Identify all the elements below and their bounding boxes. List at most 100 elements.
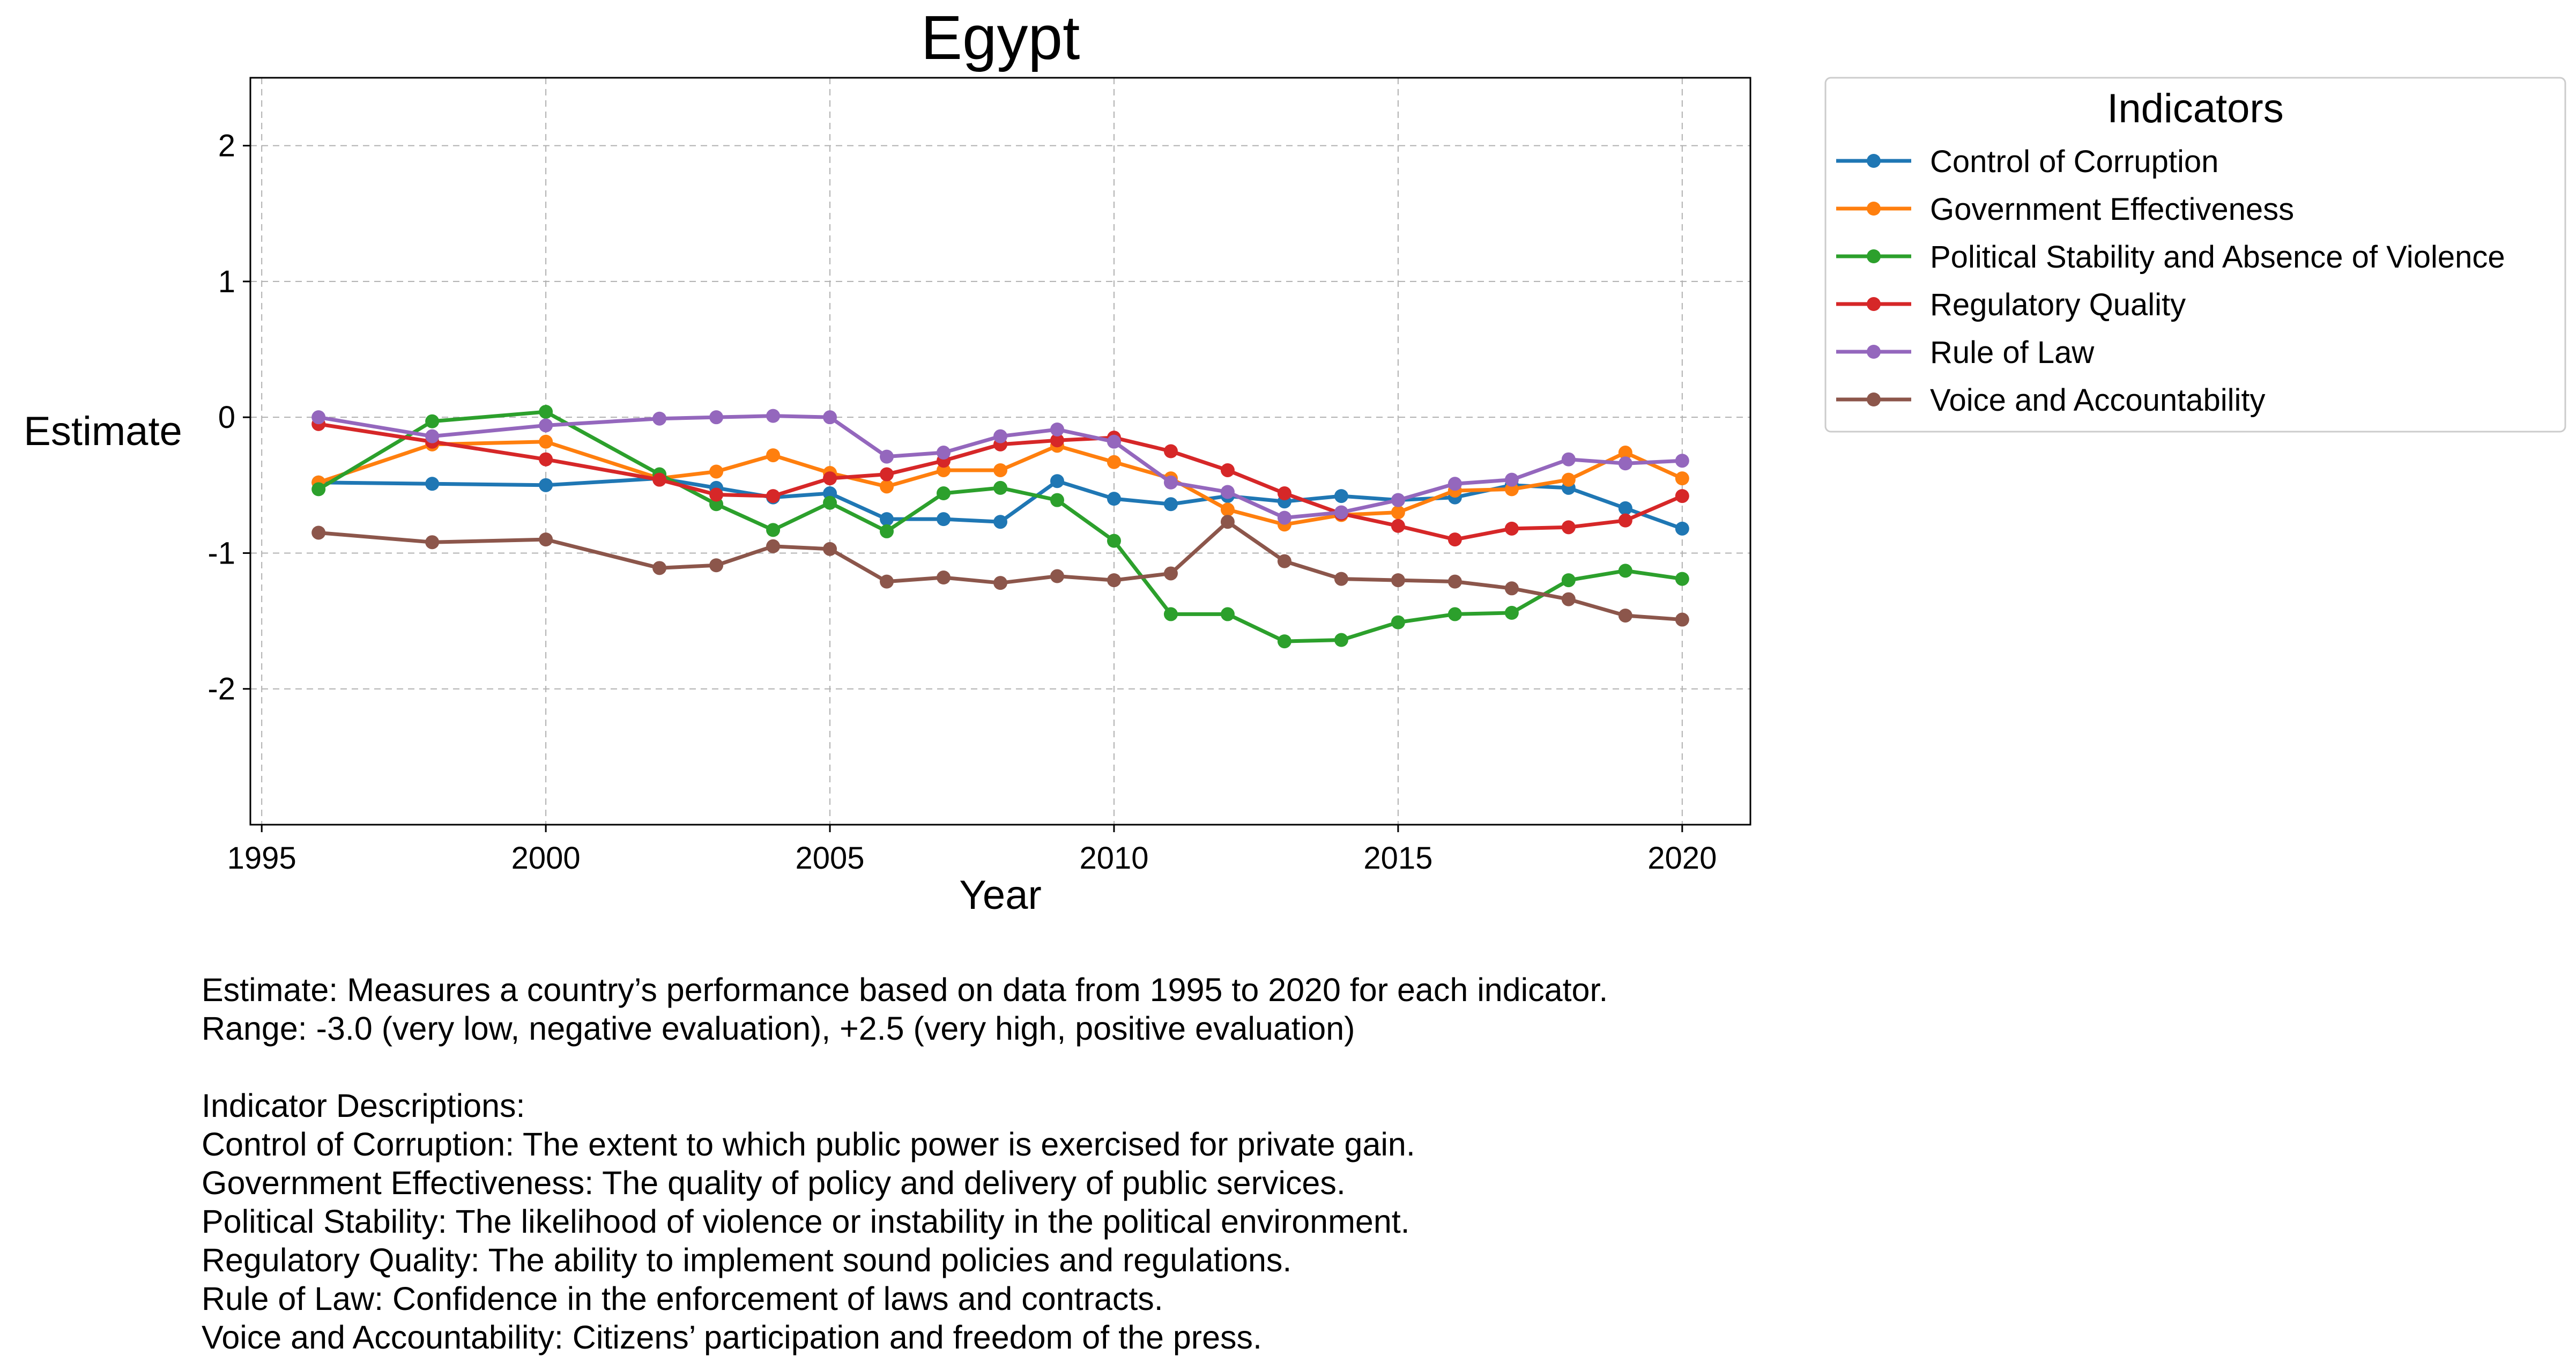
data-point [1107, 492, 1121, 506]
data-point [1618, 456, 1632, 471]
data-point [311, 525, 326, 540]
legend-label: Voice and Accountability [1930, 383, 2266, 418]
data-point [709, 410, 724, 425]
note-desc-voice: Voice and Accountability: Citizens’ part… [202, 1319, 1262, 1356]
data-point [1163, 607, 1178, 621]
data-point [1391, 519, 1405, 533]
data-point [1107, 434, 1121, 449]
data-point [823, 542, 837, 556]
x-tick-label: 2000 [511, 841, 581, 876]
data-point [1277, 510, 1291, 525]
data-point [1504, 605, 1519, 620]
data-point [1447, 574, 1462, 589]
line-chart: 1995 2000 2005 2010 2015 2020 -2 -1 0 1 2 Egypt Ye… [24, 3, 2566, 918]
data-point [1675, 489, 1689, 503]
data-point [1163, 566, 1178, 581]
data-point [1277, 554, 1291, 568]
data-point [1050, 433, 1064, 448]
note-descriptions-heading: Indicator Descriptions: [202, 1087, 525, 1124]
data-point [1334, 633, 1348, 647]
data-point [1050, 474, 1064, 488]
chart-title: Egypt [921, 3, 1080, 72]
data-point [823, 495, 837, 510]
data-point [539, 418, 553, 433]
data-point [1504, 521, 1519, 536]
legend-swatch-marker [1867, 249, 1881, 263]
data-point [880, 524, 894, 538]
series-line [318, 422, 1683, 542]
legend-title: Indicators [2107, 86, 2284, 131]
y-tick-label: 0 [218, 400, 235, 435]
data-point [1107, 534, 1121, 548]
series-line [318, 520, 1683, 622]
data-point [1050, 493, 1064, 507]
data-point [539, 532, 553, 547]
legend-label: Political Stability and Absence of Viole… [1930, 240, 2505, 275]
data-point [539, 452, 553, 466]
data-point [1107, 573, 1121, 588]
legend-label: Regulatory Quality [1930, 287, 2186, 322]
legend-item: Political Stability and Absence of Viole… [1836, 240, 2505, 275]
data-point [880, 449, 894, 464]
legend-item: Government Effectiveness [1836, 192, 2294, 227]
data-point [1675, 454, 1689, 468]
data-point [539, 434, 553, 449]
data-point [425, 477, 440, 491]
y-axis-label: Estimate [24, 409, 182, 454]
data-point [766, 409, 781, 423]
data-point [1334, 572, 1348, 586]
data-point [652, 411, 667, 426]
x-tick-label: 2010 [1079, 841, 1148, 876]
series-5 [311, 409, 1689, 525]
note-desc-effectiveness: Government Effectiveness: The quality of… [202, 1165, 1346, 1201]
data-point [1561, 573, 1576, 588]
data-point [1504, 581, 1519, 596]
series-line [317, 410, 1683, 643]
data-point [1220, 515, 1235, 529]
data-point [1447, 607, 1462, 621]
data-point [425, 414, 440, 428]
data-point [993, 429, 1007, 443]
data-point [766, 539, 781, 553]
series-line [318, 414, 1682, 520]
data-point [1220, 485, 1235, 499]
data-point [1447, 532, 1462, 547]
note-estimate: Estimate: Measures a country’s performan… [202, 972, 1608, 1008]
x-tick-label: 2015 [1363, 841, 1432, 876]
data-point [539, 478, 553, 492]
legend-swatch-marker [1867, 202, 1881, 216]
y-tick-label: 2 [218, 129, 235, 164]
legend-label: Rule of Law [1930, 335, 2095, 370]
data-point [1618, 513, 1632, 528]
chart-notes: Estimate: Measures a country’s performan… [202, 971, 1608, 1357]
data-point [1675, 521, 1689, 536]
y-tick-label: -1 [207, 536, 235, 571]
data-point [1504, 472, 1519, 487]
note-desc-rule-of-law: Rule of Law: Confidence in the enforceme… [202, 1280, 1163, 1317]
note-desc-regulatory: Regulatory Quality: The ability to imple… [202, 1242, 1292, 1278]
legend-swatch-marker [1867, 345, 1881, 359]
data-point [1163, 497, 1178, 512]
data-point [709, 487, 724, 502]
legend: Indicators Control of Corruption Governme… [1824, 77, 2566, 433]
data-point [937, 512, 951, 527]
data-point [1334, 505, 1348, 520]
data-point [1675, 612, 1689, 627]
legend-label: Government Effectiveness [1930, 192, 2294, 227]
x-tick-label: 1995 [227, 841, 296, 876]
data-point [1107, 455, 1121, 469]
data-point [1050, 569, 1064, 583]
data-point [652, 472, 667, 487]
data-point [823, 471, 837, 486]
grid [250, 78, 1750, 825]
legend-item: Regulatory Quality [1836, 287, 2186, 322]
data-point [993, 463, 1007, 477]
data-point [1391, 615, 1405, 630]
data-point [993, 480, 1007, 495]
data-point [993, 515, 1007, 529]
data-point [993, 576, 1007, 590]
legend-box [1824, 77, 2566, 433]
data-point [311, 410, 326, 425]
data-point [1277, 634, 1291, 649]
data-point [766, 489, 781, 503]
